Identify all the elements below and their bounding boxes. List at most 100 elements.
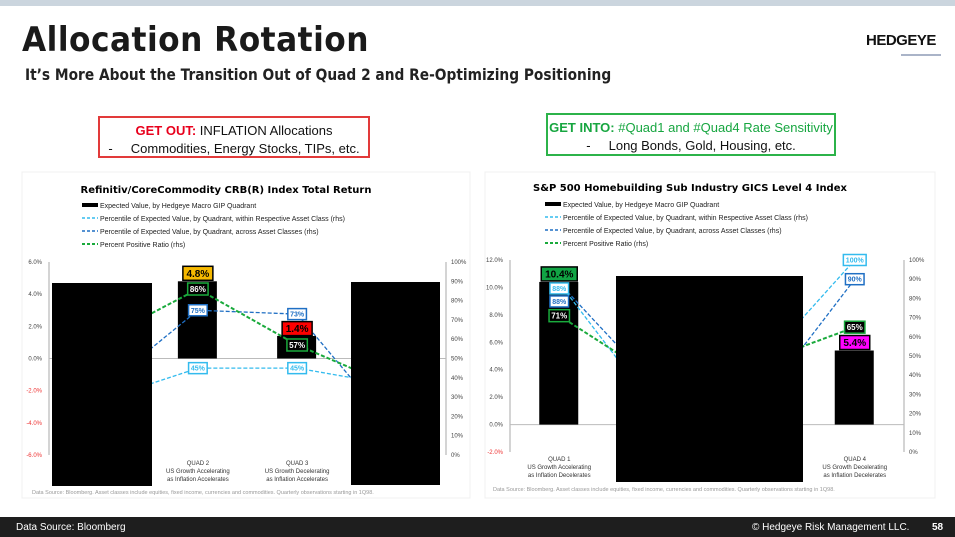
y-tick-label: -4.0% xyxy=(26,421,42,427)
bar xyxy=(834,350,874,425)
get-out-callout: GET OUT: INFLATION Allocations - Commodi… xyxy=(98,116,370,158)
across-label-box xyxy=(187,304,208,317)
bar-value-label-box xyxy=(182,265,214,282)
footer: Data Source: Bloomberg © Hedgeye Risk Ma… xyxy=(0,517,955,537)
y-tick-label: 8.0% xyxy=(489,313,503,319)
y2-tick-label: 70% xyxy=(451,318,464,324)
ppr-label: 65% xyxy=(847,323,863,332)
within-label: 45% xyxy=(290,366,305,373)
ppr-label-box xyxy=(286,338,309,352)
get-into-callout: GET INTO: #Quad1 and #Quad4 Rate Sensiti… xyxy=(546,113,836,156)
y2-tick-label: 100% xyxy=(909,258,925,264)
footer-source: Data Source: Bloomberg xyxy=(16,522,126,533)
legend-entry: Percentile of Expected Value, by Quadran… xyxy=(100,216,345,223)
get-out-label: GET OUT: xyxy=(135,123,197,138)
chart-title: Refinitiv/CoreCommodity CRB(R) Index Tot… xyxy=(81,185,372,196)
category-label: as Inflation Decelerates xyxy=(528,473,591,479)
y2-tick-label: 80% xyxy=(451,299,464,305)
y-tick-label: 4.0% xyxy=(28,292,42,298)
y-tick-label: 6.0% xyxy=(489,340,503,346)
category-label: QUAD 2 xyxy=(187,461,210,467)
y-tick-label: 10.0% xyxy=(486,285,504,291)
redaction-block xyxy=(351,282,440,485)
y-tick-label: 6.0% xyxy=(28,260,42,266)
across-label-box xyxy=(549,295,570,308)
legend-entry: Percentile of Expected Value, by Quadran… xyxy=(100,229,319,236)
bar-value-label: 10.4% xyxy=(545,270,573,281)
across-label-box xyxy=(844,272,865,286)
ppr-label-box xyxy=(548,308,571,323)
legend-entry: Percentile of Expected Value, by Quadran… xyxy=(563,215,808,222)
footer-copyright: © Hedgeye Risk Management LLC. xyxy=(752,522,910,533)
within-line xyxy=(98,367,397,402)
legend-entry: Percent Positive Ratio (rhs) xyxy=(100,242,185,249)
y2-tick-label: 40% xyxy=(909,373,922,379)
across-label: 73% xyxy=(290,312,305,319)
bar-value-label: 5.4% xyxy=(843,338,866,349)
y-tick-label: -2.0% xyxy=(26,389,42,395)
get-into-detail: Long Bonds, Gold, Housing, etc. xyxy=(608,138,796,153)
category-label: QUAD 4 xyxy=(844,457,867,463)
bullet: - xyxy=(108,141,113,156)
y2-tick-label: 60% xyxy=(451,337,464,343)
get-into-label: GET INTO: xyxy=(549,120,615,135)
category-label: US Growth Decelerating xyxy=(265,469,330,475)
category-label: US Growth Decelerating xyxy=(822,465,887,471)
bar-value-label-box xyxy=(540,266,578,282)
category-label: as Inflation Accelerates xyxy=(167,477,229,483)
y2-tick-label: 30% xyxy=(909,392,922,398)
category-label: QUAD 3 xyxy=(286,461,309,467)
category-label: US Growth Accelerating xyxy=(527,465,591,471)
bar-value-label-box xyxy=(281,320,313,337)
y2-tick-label: 50% xyxy=(909,354,922,360)
y2-tick-label: 90% xyxy=(909,277,922,283)
across-line xyxy=(98,309,397,433)
y2-tick-label: 0% xyxy=(909,450,918,456)
redaction-block xyxy=(52,283,152,486)
y-tick-label: -2.0% xyxy=(487,450,503,456)
page-title: Allocation Rotation xyxy=(22,20,369,60)
bar-value-label: 4.8% xyxy=(186,269,209,280)
ppr-label-box xyxy=(186,282,209,296)
bar-value-label-box xyxy=(839,334,871,351)
hedgeye-logo: HEDGEYE xyxy=(866,32,936,49)
legend-entry: Percent Positive Ratio (rhs) xyxy=(563,241,648,248)
chart-source-note: Data Source: Bloomberg. Asset classes in… xyxy=(493,487,835,493)
redaction-block xyxy=(616,276,803,482)
within-line xyxy=(558,259,856,413)
logo-underline xyxy=(901,54,941,56)
within-label: 100% xyxy=(846,258,865,265)
within-label: 88% xyxy=(552,286,567,293)
y2-tick-label: 20% xyxy=(909,412,922,418)
category-label: QUAD 1 xyxy=(548,457,571,463)
y-tick-label: -6.0% xyxy=(26,453,42,459)
legend-entry: Expected Value, by Hedgeye Macro GIP Qua… xyxy=(563,202,719,209)
legend-swatch-bar xyxy=(545,202,561,206)
y2-tick-label: 40% xyxy=(451,376,464,382)
y-tick-label: 12.0% xyxy=(486,258,504,264)
ppr-label: 57% xyxy=(289,341,305,350)
y2-tick-label: 20% xyxy=(451,414,464,420)
within-label: 45% xyxy=(191,366,206,373)
y-tick-label: 0.0% xyxy=(489,423,503,429)
y2-tick-label: 90% xyxy=(451,279,464,285)
page-subtitle: It’s More About the Transition Out of Qu… xyxy=(25,65,612,84)
y2-tick-label: 0% xyxy=(451,453,460,459)
y2-tick-label: 10% xyxy=(451,434,464,440)
chart-title: S&P 500 Homebuilding Sub Industry GICS L… xyxy=(533,183,847,194)
y2-tick-label: 100% xyxy=(451,260,467,266)
across-label: 90% xyxy=(848,277,863,284)
y2-tick-label: 60% xyxy=(909,335,922,341)
y2-tick-label: 30% xyxy=(451,395,464,401)
legend-swatch-bar xyxy=(82,203,98,207)
across-label: 75% xyxy=(191,308,206,315)
y-tick-label: 0.0% xyxy=(28,357,42,363)
top-bar xyxy=(0,0,955,6)
category-label: as Inflation Accelerates xyxy=(266,477,328,483)
ppr-label: 86% xyxy=(190,285,206,294)
get-into-text: #Quad1 and #Quad4 Rate Sensitivity xyxy=(614,120,833,135)
y-tick-label: 4.0% xyxy=(489,368,503,374)
bullet: - xyxy=(586,138,591,153)
ppr-label-box xyxy=(843,320,866,334)
